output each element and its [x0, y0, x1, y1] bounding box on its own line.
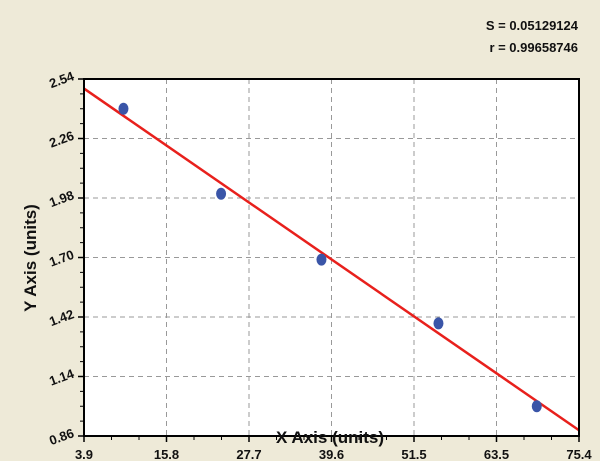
x-tick-label: 15.8: [154, 447, 179, 461]
r-value-annotation: r = 0.99658746: [489, 40, 578, 55]
y-tick-label: 1.14: [47, 366, 77, 389]
data-point: [531, 400, 542, 413]
y-axis-label: Y Axis (units): [21, 204, 40, 312]
x-tick-label: 63.5: [484, 447, 509, 461]
x-tick-label: 3.9: [75, 447, 93, 461]
x-tick-label: 39.6: [319, 447, 344, 461]
data-point: [316, 253, 327, 266]
y-tick-label: 2.26: [47, 128, 76, 151]
s-value-annotation: S = 0.05129124: [485, 18, 578, 33]
data-point: [216, 187, 227, 200]
data-points: [118, 102, 542, 413]
y-tick-label: 2.54: [47, 68, 77, 91]
grid-lines: [84, 79, 579, 436]
data-point: [433, 317, 444, 330]
x-tick-label: 51.5: [401, 447, 426, 461]
x-tick-label: 27.7: [236, 447, 261, 461]
plot-frame: [83, 78, 580, 437]
y-tick-label: 0.86: [47, 425, 76, 448]
x-axis-label: X Axis (units): [276, 428, 384, 447]
y-tick-label: 1.70: [47, 247, 76, 270]
data-point: [118, 102, 129, 115]
fit-line: [83, 87, 580, 432]
y-tick-label: 1.42: [47, 306, 76, 329]
x-tick-label: 75.4: [566, 447, 592, 461]
y-tick-label: 1.98: [47, 187, 76, 210]
